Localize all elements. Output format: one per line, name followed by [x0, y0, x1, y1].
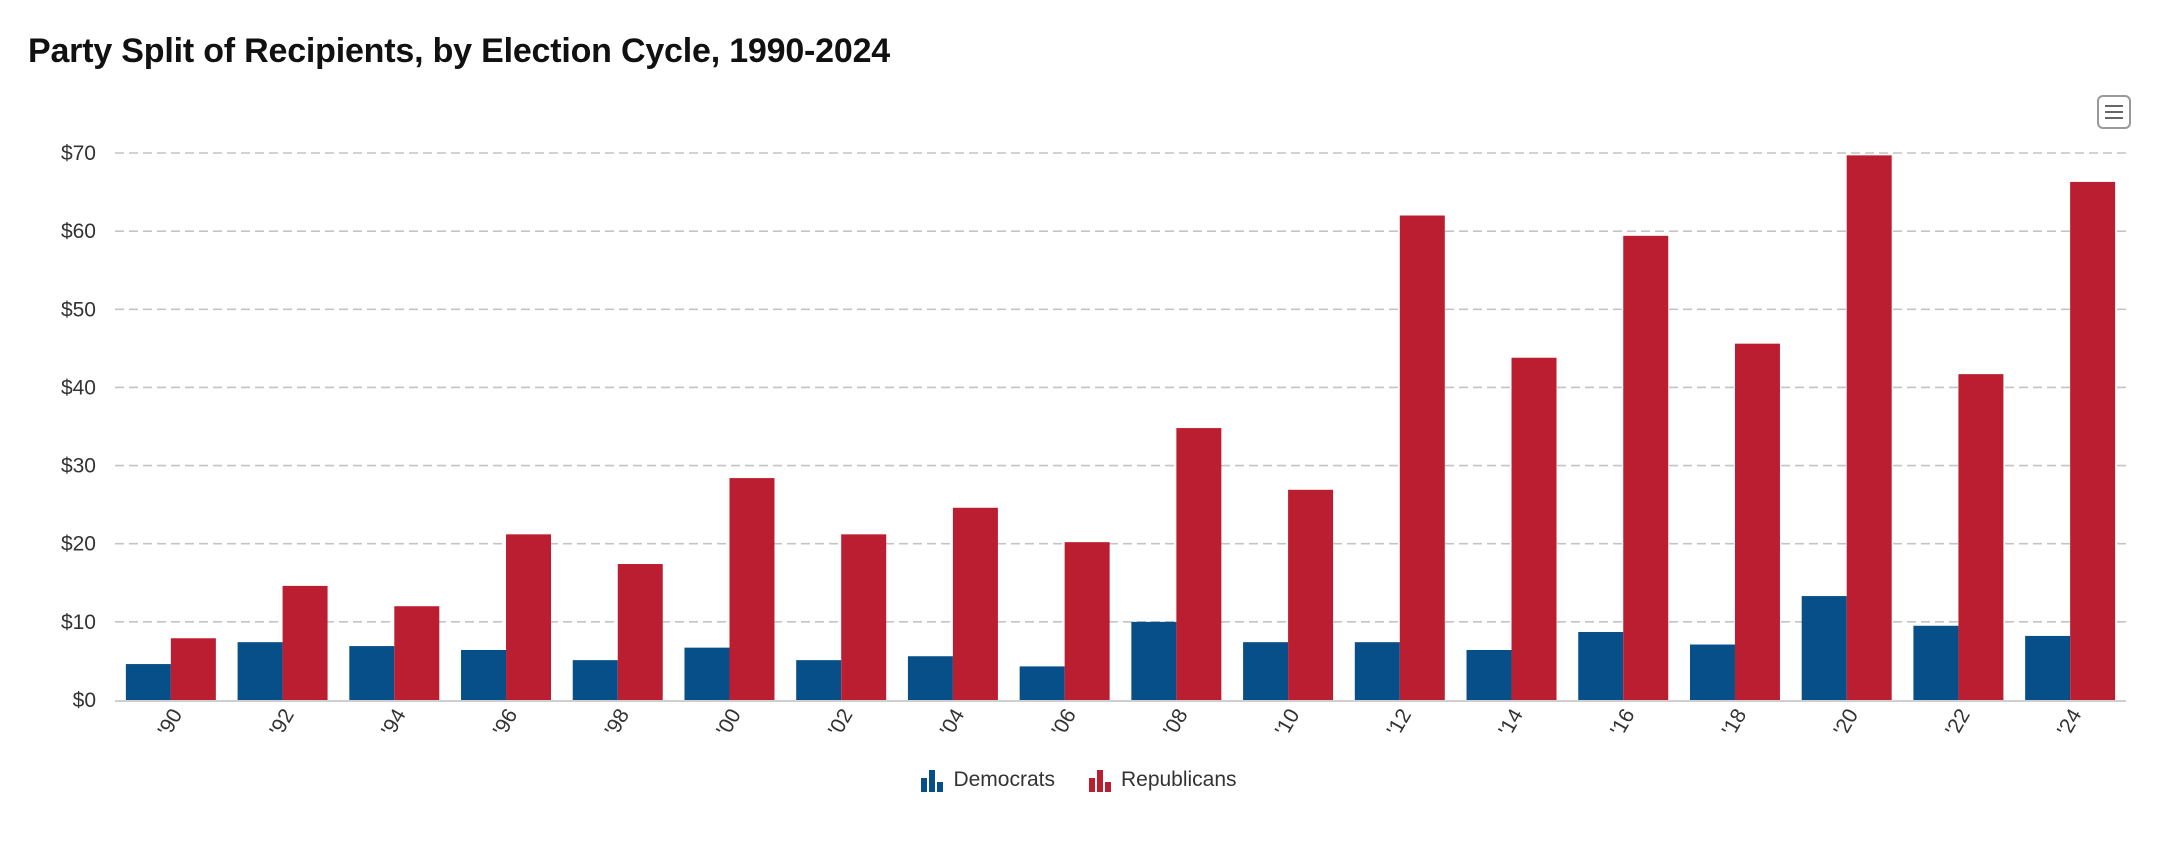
bar-republicans-98[interactable] — [617, 564, 663, 700]
x-tick-label: '94 — [377, 705, 411, 740]
bar-republicans-20[interactable] — [1846, 155, 1892, 700]
x-tick-label: '96 — [489, 705, 523, 740]
chart-menu-button[interactable] — [2097, 95, 2131, 129]
y-tick-label: $30 — [61, 455, 96, 478]
bar-democrats-00[interactable] — [684, 647, 730, 700]
bar-democrats-24[interactable] — [2025, 635, 2071, 700]
x-tick-label: '24 — [2053, 705, 2087, 740]
bar-democrats-10[interactable] — [1243, 642, 1289, 700]
bar-democrats-22[interactable] — [1913, 625, 1959, 700]
bar-republicans-96[interactable] — [506, 534, 552, 700]
bar-republicans-94[interactable] — [394, 606, 440, 700]
bar-republicans-02[interactable] — [841, 534, 887, 700]
x-tick-label: '02 — [824, 705, 858, 740]
y-tick-label: $50 — [61, 298, 96, 321]
legend-item-democrats[interactable]: Democrats — [921, 768, 1055, 792]
bar-democrats-94[interactable] — [349, 646, 395, 700]
x-tick-label: '04 — [936, 705, 970, 740]
bar-democrats-20[interactable] — [1801, 596, 1847, 700]
hamburger-menu-icon — [2105, 105, 2123, 107]
x-tick-label: '90 — [154, 705, 188, 740]
y-tick-label: $40 — [61, 376, 96, 399]
x-tick-label: '92 — [265, 705, 299, 740]
x-tick-label: '16 — [1606, 705, 1640, 740]
x-tick-label: '12 — [1383, 705, 1417, 740]
bar-democrats-06[interactable] — [1019, 666, 1065, 700]
legend-label-democrats: Democrats — [953, 768, 1055, 791]
x-tick-label: '20 — [1829, 705, 1863, 740]
bar-republicans-92[interactable] — [282, 585, 328, 700]
x-tick-label: '10 — [1271, 705, 1305, 740]
bars — [125, 155, 2116, 701]
hamburger-menu-icon-line — [2105, 117, 2123, 119]
x-tick-label: '98 — [600, 705, 634, 740]
x-tick-label: '22 — [1941, 705, 1975, 740]
bar-republicans-16[interactable] — [1623, 235, 1669, 700]
republicans-bar-icon — [1088, 768, 1111, 792]
bar-democrats-18[interactable] — [1689, 644, 1735, 700]
bar-republicans-08[interactable] — [1176, 428, 1222, 700]
y-tick-label: $60 — [61, 220, 96, 243]
gridlines — [115, 152, 2126, 623]
bar-democrats-14[interactable] — [1466, 649, 1512, 700]
x-tick-label: '18 — [1718, 705, 1752, 740]
x-tick-label: '08 — [1159, 705, 1193, 740]
bar-republicans-06[interactable] — [1064, 542, 1110, 700]
y-tick-label: $0 — [73, 689, 96, 712]
bar-democrats-92[interactable] — [237, 642, 283, 700]
x-tick-label: '06 — [1047, 705, 1081, 740]
bar-democrats-02[interactable] — [796, 660, 842, 700]
legend-item-republicans[interactable]: Republicans — [1088, 768, 1237, 792]
bar-democrats-16[interactable] — [1578, 632, 1624, 700]
x-tick-label: '14 — [1494, 705, 1528, 740]
bar-republicans-12[interactable] — [1399, 215, 1445, 700]
legend-label-republicans: Republicans — [1120, 768, 1237, 791]
y-tick-label: $20 — [61, 533, 96, 556]
legend: Democrats Republicans — [0, 768, 2158, 792]
bar-republicans-10[interactable] — [1288, 489, 1334, 700]
bar-democrats-12[interactable] — [1354, 642, 1400, 700]
bar-republicans-18[interactable] — [1734, 343, 1780, 700]
bar-republicans-22[interactable] — [1958, 374, 2004, 700]
hamburger-menu-icon-line — [2105, 111, 2123, 113]
bar-republicans-14[interactable] — [1511, 357, 1557, 700]
y-tick-label: $70 — [61, 142, 96, 165]
bar-democrats-08[interactable] — [1131, 621, 1177, 700]
chart-title: Party Split of Recipients, by Election C… — [28, 32, 891, 70]
bar-republicans-00[interactable] — [729, 478, 775, 700]
bar-democrats-04[interactable] — [907, 656, 953, 700]
bar-republicans-04[interactable] — [952, 507, 998, 700]
bar-republicans-90[interactable] — [170, 638, 216, 700]
bar-democrats-96[interactable] — [461, 649, 507, 700]
democrats-bar-icon — [921, 768, 944, 792]
bar-democrats-98[interactable] — [572, 660, 618, 700]
x-tick-label: '00 — [712, 705, 746, 740]
y-tick-label: $10 — [61, 611, 96, 634]
bar-republicans-24[interactable] — [2070, 181, 2116, 701]
bar-democrats-90[interactable] — [125, 664, 171, 700]
